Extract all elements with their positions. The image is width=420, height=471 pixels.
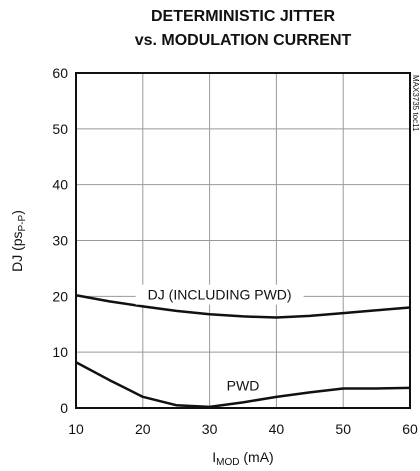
y-tick-label: 10 (52, 344, 68, 360)
y-tick-label: 20 (52, 288, 68, 304)
y-tick-label: 30 (52, 233, 68, 249)
x-tick-label: 40 (269, 421, 285, 437)
x-tick-label: 30 (202, 421, 218, 437)
y-tick-label: 0 (60, 400, 68, 416)
y-tick-label: 60 (52, 65, 68, 81)
y-tick-label: 40 (52, 177, 68, 193)
x-tick-label: 60 (402, 421, 418, 437)
x-tick-label: 10 (68, 421, 84, 437)
x-tick-label: 20 (135, 421, 151, 437)
plot-frame (75, 72, 411, 409)
x-tick-label: 50 (335, 421, 351, 437)
y-tick-label: 50 (52, 121, 68, 137)
x-axis-label: IMOD (mA) (212, 449, 273, 468)
series-label: DJ (INCLUDING PWD) (148, 287, 292, 303)
chart-title: vs. MODULATION CURRENT (135, 32, 352, 49)
side-note: MAX3735 toc11 (411, 75, 420, 132)
series-label: PWD (227, 378, 260, 394)
series-line (75, 293, 411, 319)
chart-title: DETERMINISTIC JITTER (151, 8, 335, 25)
series-line (75, 361, 411, 409)
y-axis-label: DJ (psP-P) (9, 210, 28, 272)
label-bg (135, 284, 304, 305)
